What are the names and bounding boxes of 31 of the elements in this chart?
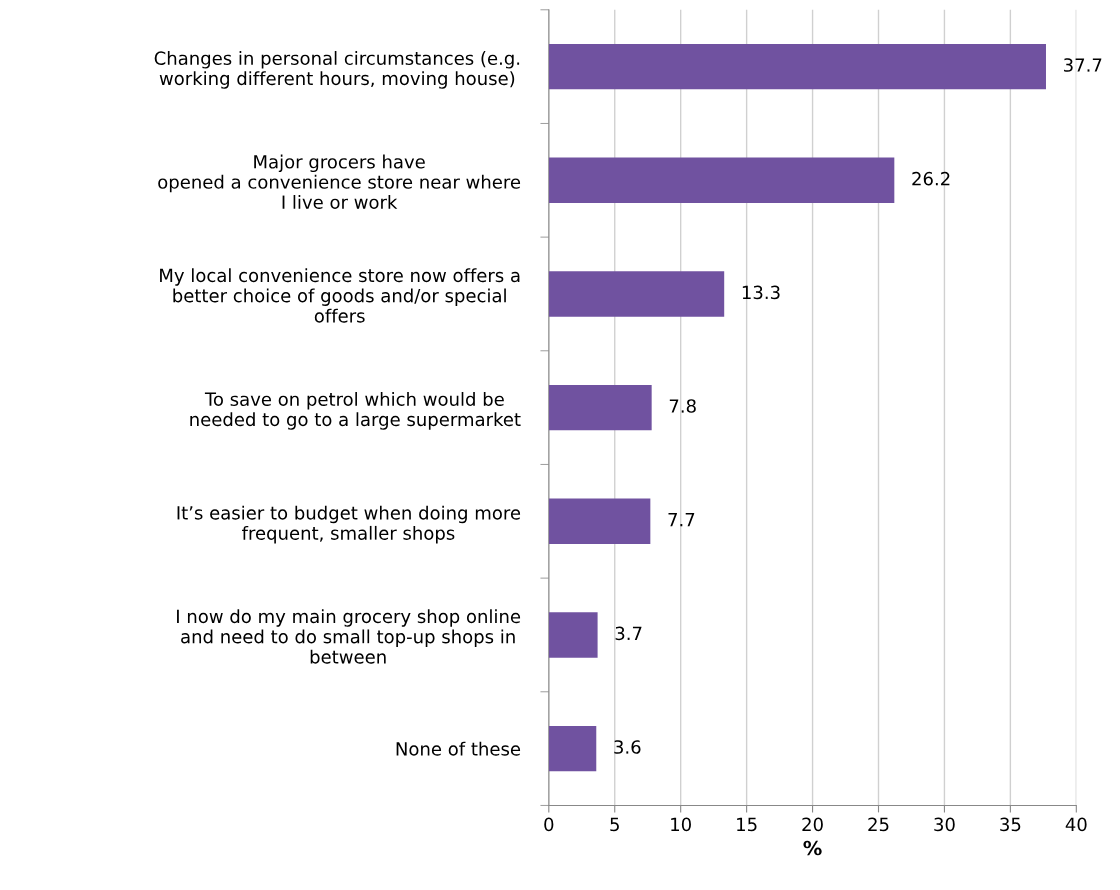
data-label: 3.7: [615, 626, 642, 641]
bar: [548, 157, 895, 204]
data-label: 26.2: [912, 171, 950, 186]
bar: [548, 725, 597, 772]
y-tick-label: It’s easier to budget when doing more frequent, smaller shops: [177, 505, 521, 544]
bar: [548, 498, 651, 545]
data-label: 13.3: [742, 285, 780, 300]
data-label: 7.7: [668, 513, 695, 527]
y-tick-label: To save on petrol which would be needed to go to a large supermarket: [190, 392, 521, 430]
data-label: 7.8: [669, 399, 696, 413]
y-tick-label: I now do my main grocery shop online and need to do small top-up shops in between: [177, 609, 521, 664]
bar: [548, 271, 725, 317]
y-tick-label: None of these: [396, 741, 521, 756]
bar: [548, 612, 598, 658]
x-axis-title: %: [803, 840, 822, 856]
x-tick-label: 40: [1065, 817, 1087, 832]
y-tick-label: My local convenience store now offers a better choice of goods and/or special offers: [160, 268, 520, 323]
data-label: 3.6: [614, 740, 641, 754]
x-tick-label: 35: [1000, 817, 1021, 832]
bar: [548, 43, 1046, 90]
x-tick-label: 0: [544, 817, 554, 832]
x-tick-label: 10: [671, 817, 691, 832]
x-tick-label: 30: [934, 817, 955, 832]
bar: [548, 384, 652, 431]
x-tick-label: 5: [610, 817, 619, 832]
x-tick-label: 15: [737, 817, 757, 832]
x-tick-label: 20: [802, 817, 823, 832]
y-tick-label: Major grocers have opened a convenience store near where I live or work: [158, 154, 521, 209]
y-tick-label: Changes in personal circumstances (e.g. working different hours, moving house): [154, 51, 520, 89]
x-tick-label: 25: [868, 817, 889, 832]
data-label: 37.7: [1064, 58, 1102, 72]
